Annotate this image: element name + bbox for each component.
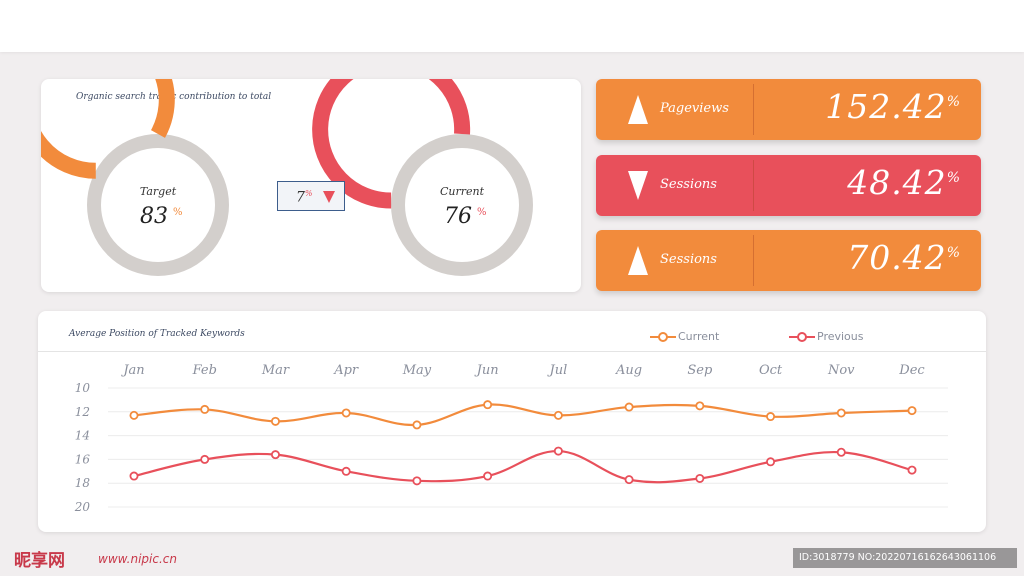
data-point-current xyxy=(624,402,634,412)
stat-card-sessions-secondary: Sessions 70.42% xyxy=(596,230,981,291)
triangle-down-icon xyxy=(323,191,335,203)
target-donut: Target 83% xyxy=(41,79,229,276)
current-donut-track xyxy=(391,134,533,276)
stat-card-label: Sessions xyxy=(660,177,717,192)
x-tick-label: Mar xyxy=(261,363,290,378)
keyword-position-panel: Average Position of Tracked Keywords Cur… xyxy=(38,311,986,532)
target-donut-unit: % xyxy=(173,207,183,218)
target-donut-value: 83 xyxy=(140,204,168,229)
comparison-badge: 7% xyxy=(277,181,345,211)
y-tick-label: 12 xyxy=(75,405,90,419)
footer-brand: 昵享网 xyxy=(14,551,65,571)
data-point-current xyxy=(766,412,776,422)
data-point-previous xyxy=(553,446,563,456)
stat-card-value: 70.42% xyxy=(847,238,961,277)
data-point-previous xyxy=(766,457,776,467)
data-point-previous xyxy=(200,454,210,464)
series-line-previous xyxy=(133,449,913,484)
current-donut: Current 76% xyxy=(312,79,533,276)
stat-card-divider xyxy=(753,235,754,286)
data-point-previous xyxy=(836,447,846,457)
x-tick-label: Jan xyxy=(120,363,144,378)
triangle-up-icon xyxy=(628,246,648,275)
series-line-current xyxy=(133,403,913,426)
data-point-current xyxy=(412,420,422,430)
x-tick-label: Nov xyxy=(827,363,855,378)
data-point-previous xyxy=(412,476,422,486)
stat-card-divider xyxy=(753,84,754,135)
legend-current: Current xyxy=(650,330,719,343)
stat-card-value: 152.42% xyxy=(825,87,961,126)
stat-card-pageviews: Pageviews 152.42% xyxy=(596,79,981,140)
stat-card-divider xyxy=(753,160,754,211)
x-tick-label: Sep xyxy=(687,363,713,378)
data-point-current xyxy=(553,410,563,420)
target-donut-arc xyxy=(41,79,175,179)
x-tick-label: Aug xyxy=(615,363,642,378)
y-tick-label: 16 xyxy=(75,452,91,466)
data-point-current xyxy=(129,410,139,420)
stat-card-value: 48.42% xyxy=(847,163,961,202)
data-point-current xyxy=(907,406,917,416)
data-point-current xyxy=(270,416,280,426)
data-point-current xyxy=(200,404,210,414)
current-donut-label: Current xyxy=(440,185,485,198)
data-point-previous xyxy=(270,450,280,460)
comparison-value: 7% xyxy=(296,189,313,206)
data-point-current xyxy=(695,401,705,411)
data-point-current xyxy=(341,408,351,418)
data-point-current xyxy=(836,408,846,418)
target-donut-label: Target xyxy=(140,185,177,198)
stat-card-label: Sessions xyxy=(660,252,717,267)
line-chart: 10 12 14 16 18 20 Jan Feb Mar Apr May Jun Jul Aug Sep O… xyxy=(74,363,948,514)
traffic-contribution-panel: Organic search traffic contribution to t… xyxy=(41,79,581,292)
top-bar xyxy=(0,0,1024,52)
current-donut-unit: % xyxy=(477,207,487,218)
stat-card-label: Pageviews xyxy=(660,101,729,116)
data-point-previous xyxy=(907,465,917,475)
triangle-up-icon xyxy=(628,95,648,124)
chart-title: Average Position of Tracked Keywords xyxy=(69,329,245,339)
data-point-previous xyxy=(129,471,139,481)
y-tick-label: 18 xyxy=(75,476,91,490)
y-tick-label: 10 xyxy=(75,381,91,395)
data-point-previous xyxy=(624,475,634,485)
x-tick-label: Dec xyxy=(898,363,925,378)
current-donut-value: 76 xyxy=(444,204,472,229)
target-donut-track xyxy=(87,134,229,276)
x-tick-label: Jun xyxy=(474,363,499,378)
data-point-previous xyxy=(695,473,705,483)
data-point-previous xyxy=(341,466,351,476)
y-tick-label: 14 xyxy=(75,429,90,443)
data-point-current xyxy=(483,400,493,410)
footer-url: www.nipic.cn xyxy=(98,552,177,566)
legend-previous-marker xyxy=(789,332,815,342)
x-tick-label: Oct xyxy=(759,363,783,378)
chart-header-divider xyxy=(38,351,986,352)
footer-watermark: 昵享网 www.nipic.cn ID:3018779 NO:202207161… xyxy=(0,544,1024,576)
data-point-previous xyxy=(483,471,493,481)
stat-card-sessions: Sessions 48.42% xyxy=(596,155,981,216)
x-tick-label: Apr xyxy=(333,363,359,378)
triangle-down-icon xyxy=(628,171,648,200)
legend-previous: Previous xyxy=(789,330,864,343)
legend-current-marker xyxy=(650,332,676,342)
x-tick-label: May xyxy=(402,363,432,378)
x-tick-label: Feb xyxy=(192,363,217,378)
footer-id: ID:3018779 NO:20220716162643061106 xyxy=(793,548,1017,568)
x-tick-label: Jul xyxy=(546,363,567,378)
y-tick-label: 20 xyxy=(74,500,91,514)
